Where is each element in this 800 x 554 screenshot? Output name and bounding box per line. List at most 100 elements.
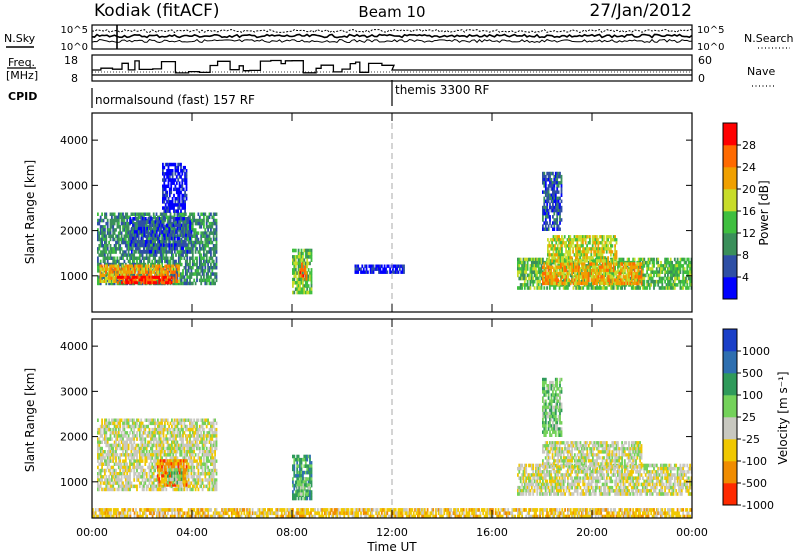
heatmap-cell	[166, 250, 169, 254]
heatmap-cell	[672, 264, 675, 268]
heatmap-cell	[147, 249, 150, 254]
heatmap-cell	[556, 244, 559, 248]
heatmap-cell	[113, 218, 116, 223]
heatmap-cell	[306, 261, 309, 266]
heatmap-cell	[129, 487, 131, 492]
heatmap-cell	[672, 286, 675, 290]
heatmap-cell	[118, 278, 121, 282]
heatmap-cell	[556, 187, 559, 191]
heatmap-cell	[205, 259, 208, 264]
heatmap-cell	[543, 221, 546, 225]
heatmap-cell	[138, 270, 140, 274]
heatmap-cell	[136, 431, 138, 435]
heatmap-cell	[101, 462, 103, 466]
heatmap-cell	[147, 418, 149, 422]
heatmap-cell	[151, 236, 154, 241]
heatmap-cell	[535, 276, 537, 281]
heatmap-cell	[105, 221, 108, 226]
heatmap-cell	[162, 249, 165, 254]
heatmap-cell	[99, 231, 102, 235]
heatmap-cell	[106, 456, 109, 460]
heatmap-cell	[97, 453, 99, 457]
heatmap-cell	[149, 270, 151, 274]
heatmap-cell	[171, 228, 173, 232]
heatmap-cell	[622, 281, 625, 286]
heatmap-cell	[573, 278, 576, 282]
heatmap-cell	[661, 283, 664, 287]
heatmap-cell	[191, 256, 194, 260]
heatmap-cell	[131, 259, 134, 264]
heatmap-cell	[154, 226, 157, 231]
heatmap-cell	[162, 193, 164, 198]
heatmap-cell	[582, 253, 584, 257]
heatmap-cell	[129, 481, 131, 485]
heatmap-cell	[589, 256, 591, 260]
heatmap-cell	[174, 187, 177, 192]
heatmap-cell	[144, 431, 147, 435]
heatmap-cell	[111, 234, 113, 238]
heatmap-cell	[176, 243, 179, 247]
heatmap-cell	[573, 262, 576, 266]
heatmap-cell	[651, 267, 654, 271]
heatmap-cell	[102, 279, 105, 283]
heatmap-cell	[127, 421, 130, 426]
heatmap-cell	[120, 434, 123, 438]
heatmap-cell	[557, 260, 560, 265]
heatmap-cell	[540, 264, 543, 268]
heatmap-cell	[122, 443, 124, 448]
heatmap-cell	[136, 240, 139, 244]
heatmap-cell	[612, 253, 615, 257]
heatmap-cell	[147, 484, 149, 489]
heatmap-cell	[162, 184, 164, 188]
heatmap-cell	[557, 174, 560, 179]
heatmap-cell	[155, 237, 158, 242]
heatmap-cell	[572, 238, 574, 242]
heatmap-cell	[105, 459, 108, 463]
heatmap-cell	[614, 235, 616, 239]
heatmap-cell	[148, 427, 151, 432]
heatmap-cell	[203, 253, 205, 257]
heatmap-cell	[138, 434, 141, 438]
heatmap-cell	[155, 226, 158, 231]
heatmap-cell	[549, 247, 552, 251]
heatmap-cell	[607, 244, 609, 248]
heatmap-cell	[157, 281, 159, 286]
heatmap-cell	[131, 270, 133, 274]
heatmap-cell	[372, 267, 375, 271]
heatmap-cell	[557, 271, 560, 276]
heatmap-cell	[671, 270, 673, 274]
heatmap-cell	[304, 255, 307, 259]
heatmap-cell	[557, 208, 560, 213]
heatmap-cell	[543, 178, 546, 182]
heatmap-cell	[164, 249, 166, 254]
heatmap-cell	[133, 272, 136, 276]
heatmap-cell	[300, 271, 303, 275]
heatmap-cell	[164, 259, 166, 264]
heatmap-cell	[619, 275, 622, 279]
heatmap-cell	[610, 286, 612, 290]
heatmap-cell	[208, 250, 211, 254]
heatmap-cell	[600, 253, 602, 257]
heatmap-cell	[389, 270, 391, 274]
heatmap-cell	[390, 270, 393, 274]
heatmap-cell	[183, 220, 186, 224]
heatmap-cell	[162, 206, 164, 210]
heatmap-cell	[672, 267, 675, 271]
heatmap-cell	[108, 481, 110, 485]
heatmap-cell	[165, 236, 168, 241]
heatmap-cell	[122, 278, 125, 282]
heatmap-cell	[301, 265, 303, 269]
heatmap-cell	[116, 446, 119, 451]
heatmap-cell	[546, 205, 549, 210]
heatmap-cell	[115, 234, 117, 238]
heatmap-cell	[554, 262, 557, 266]
heatmap-cell	[146, 249, 148, 254]
heatmap-cell	[172, 270, 175, 274]
heatmap-cell	[110, 276, 113, 280]
heatmap-cell	[120, 481, 123, 485]
heatmap-cell	[116, 221, 119, 226]
heatmap-cell	[212, 231, 215, 235]
heatmap-cell	[522, 283, 525, 287]
heatmap-cell	[180, 243, 183, 247]
heatmap-cell	[586, 281, 589, 286]
